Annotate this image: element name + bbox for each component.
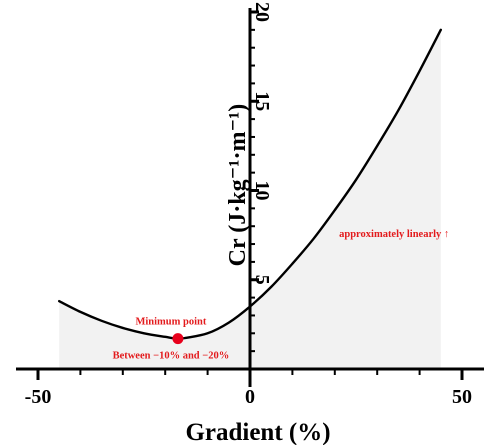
x-tick-label: -50: [25, 386, 52, 408]
annotation-layer: Minimum point Between −10% and −20% approx…: [113, 229, 450, 362]
x-tick-label: 0: [245, 386, 255, 408]
labels-layer: -50 0 50 5 10 15 20 Gradient (%) Cr (J·kg⁻¹·m⁻¹): [25, 2, 472, 445]
curve-layer: [58, 28, 442, 340]
y-axis-title: Cr (J·kg⁻¹·m⁻¹): [225, 104, 251, 267]
linear-annotation: approximately linearly ↑: [339, 229, 449, 240]
y-tick-label: 15: [251, 91, 273, 111]
shaded-area: [59, 29, 441, 369]
x-axis-title: Gradient (%): [185, 419, 330, 445]
y-tick-label: 10: [251, 181, 273, 201]
series-line: [58, 28, 442, 340]
minimum-point-marker: [172, 333, 184, 345]
x-tick-label: 50: [452, 386, 472, 408]
fill-layer: [59, 29, 441, 369]
ticks-layer: [36, 10, 464, 380]
y-tick-label: 5: [251, 275, 273, 285]
y-tick-label: 20: [251, 2, 273, 22]
minimum-point-note: Between −10% and −20%: [113, 351, 230, 362]
minimum-point-label: Minimum point: [135, 317, 206, 328]
